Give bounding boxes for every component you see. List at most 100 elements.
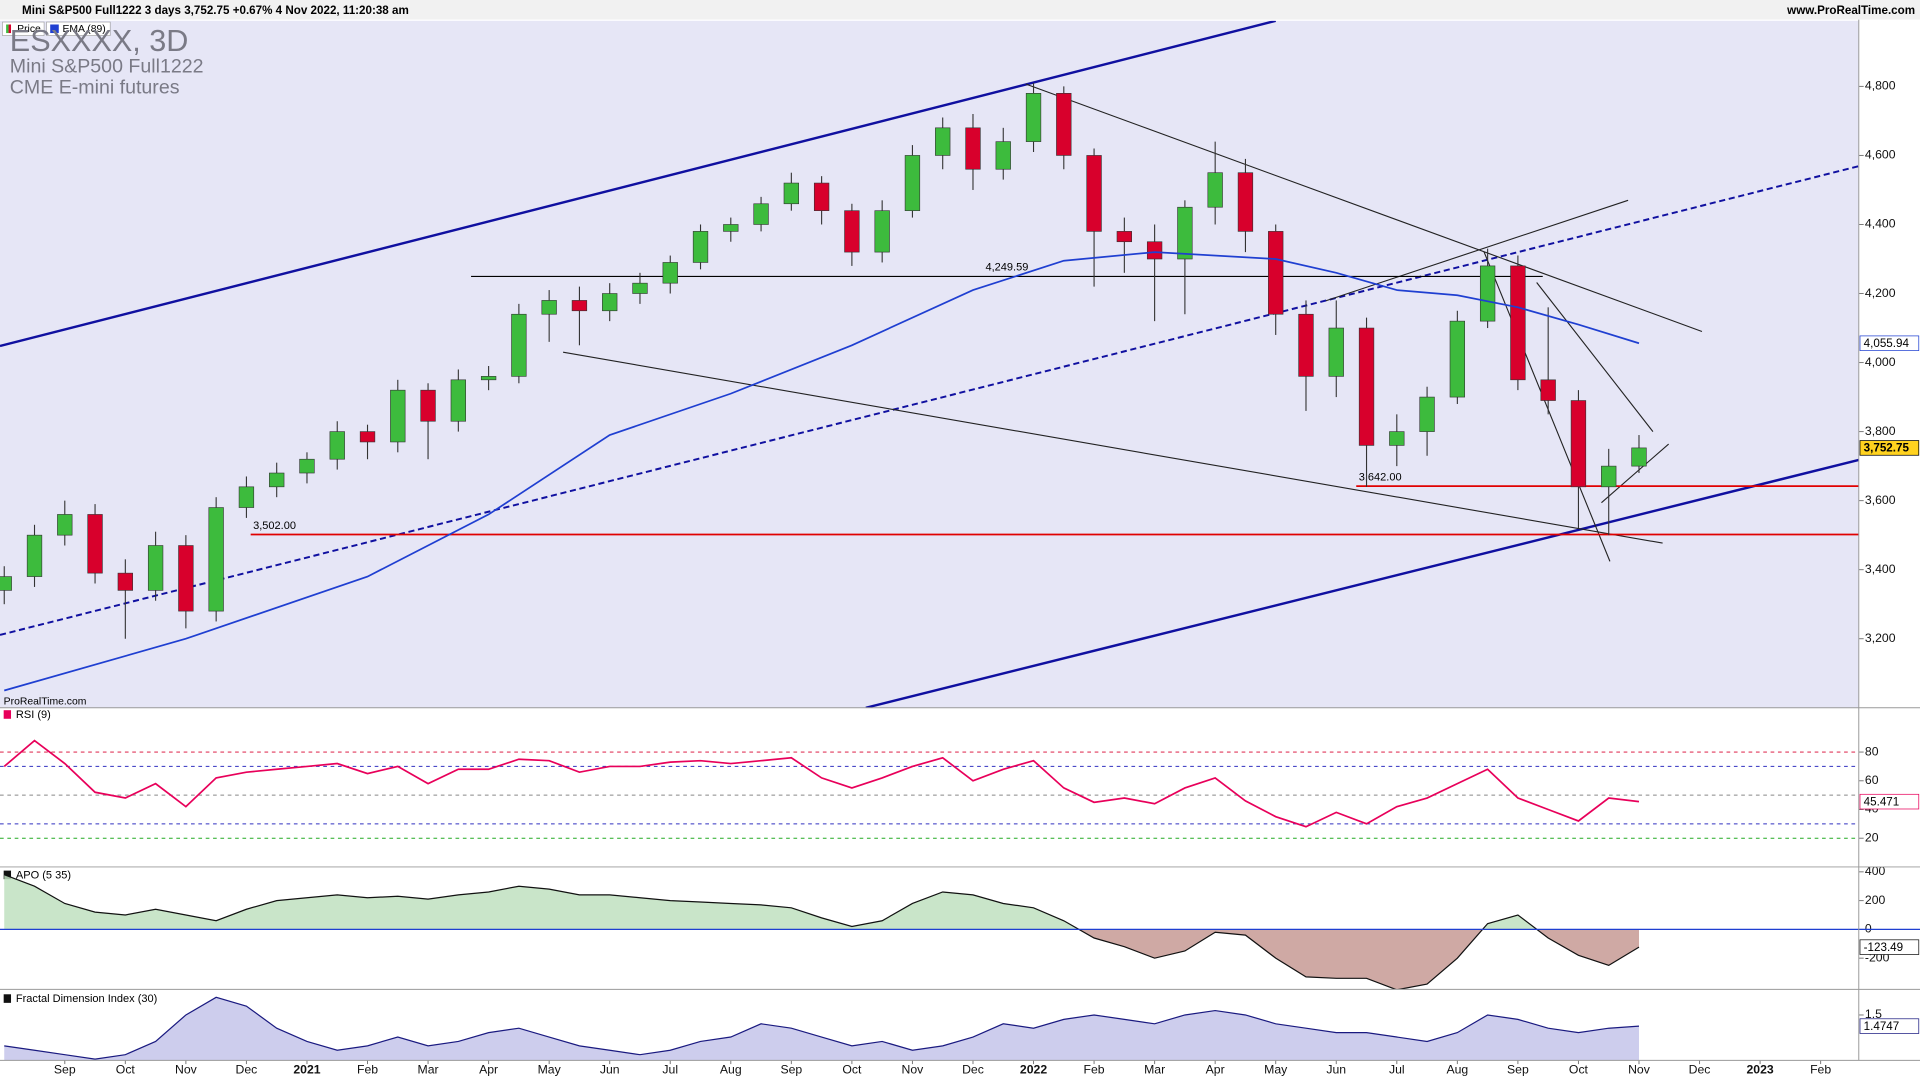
candle-body [450,379,466,422]
plot-area [4,874,1640,990]
x-tick-label: Aug [720,1062,742,1076]
trendline [1536,282,1654,432]
x-tick-label: May [538,1062,562,1076]
x-tick-label: 2023 [1746,1062,1773,1076]
candle-body [935,127,951,156]
candle-body [753,203,769,225]
candle-body [1540,379,1556,401]
candle-body [1177,206,1193,260]
x-tick-label: Dec [1689,1062,1711,1076]
candle-body [511,313,527,377]
y-tick-label: 0 [1865,922,1872,936]
candle-body [571,300,588,312]
candle-body [1631,447,1647,467]
y-tick-label: 4,800 [1865,79,1896,93]
panel-title: Fractal Dimension Index (30) [16,993,157,1005]
candle-body [117,572,133,591]
legend-swatch [6,24,9,34]
candle-body [420,389,436,422]
last-value-label: 4,055.94 [1864,337,1910,350]
candle-body [26,534,43,577]
x-tick-label: Nov [1628,1062,1651,1076]
series-line [4,251,1640,692]
x-tick-label: Jul [662,1062,678,1076]
y-tick-label: 4,600 [1865,148,1896,162]
last-value-box [1859,335,1920,351]
candle-body [904,155,921,211]
legend-swatch [3,710,12,719]
last-value-box [1859,440,1920,456]
candle-body [269,472,285,488]
trendline [865,458,1859,708]
candle-body [723,224,739,232]
top-bar [0,0,1920,20]
candle-body [480,376,497,381]
x-tick-label: Mar [418,1062,439,1076]
last-value-box [1859,793,1920,810]
candle-body [178,545,194,612]
panel: 4,249.59 3,642.00 3,502.00 3,200 3,400 3,600 3… [0,20,1920,708]
y-tick-label: 3,800 [1865,424,1896,438]
instrument-title: Mini S&P500 Full1222 3 days 3,752.75 +0.… [22,4,409,17]
last-value-box [1859,1018,1920,1034]
price-panel-background [0,20,1859,708]
source-note: ProRealTime.com [4,696,87,707]
x-tick-label: Sep [1507,1062,1529,1076]
candle-body [1025,93,1042,142]
x-tick-label: Jun [600,1062,620,1076]
trendline [1025,83,1703,333]
x-tick-label: Sep [780,1062,802,1076]
x-tick-label: Oct [116,1062,136,1076]
legend-swatch [8,24,12,34]
y-tick-label: 3,200 [1865,631,1896,645]
site-link[interactable]: www.ProRealTime.com [1786,4,1915,17]
series-line [4,996,1640,1060]
last-value-box [1859,939,1920,955]
x-tick-label: Jul [1389,1062,1405,1076]
level-label: 4,249.59 [985,262,1028,274]
level-label: 3,502.00 [253,520,296,532]
candle-body [995,141,1011,170]
y-tick-label: 80 [1865,744,1879,758]
legend-box[interactable] [2,21,45,36]
y-tick-label: 3,600 [1865,493,1896,507]
y-tick-label: 400 [1865,864,1886,878]
candle-body [1510,265,1526,381]
x-tick-label: Feb [357,1062,378,1076]
candle-body [1146,241,1163,260]
candle-body [1116,231,1133,243]
x-tick-label: Nov [902,1062,925,1076]
y-tick-label: 4,200 [1865,286,1896,300]
panel-title: APO (5 35) [16,869,71,881]
candle-body [1268,231,1284,315]
panel: 1.5 Sep Oct Nov Dec 2021 Feb Mar Apr May Jun Jul Aug… [4,996,1920,1076]
candle-body [965,127,981,170]
trendline [1601,443,1670,504]
legend-swatch [3,870,12,880]
candle-body [1207,172,1223,208]
plot-area [0,739,1859,839]
candle-body [1056,93,1072,156]
trendline [1483,251,1611,562]
x-tick-label: 2022 [1020,1062,1047,1076]
y-tick-label: 4,000 [1865,355,1896,369]
last-value-label: -123.49 [1864,941,1903,954]
y-tick-label: 200 [1865,893,1886,907]
candle-body [0,576,12,591]
x-tick-label: Apr [479,1062,498,1076]
y-tick-label: 60 [1865,773,1879,787]
x-tick-label: Dec [962,1062,984,1076]
y-tick-label: 20 [1865,830,1879,844]
candle-body [208,507,224,612]
last-value-label: 1.4747 [1864,1020,1900,1033]
candle-body [238,486,255,508]
x-tick-label: Nov [175,1062,198,1076]
candle-body [1086,155,1102,232]
trendline [0,20,1277,348]
x-tick-label: May [1264,1062,1288,1076]
candle-body [87,514,103,574]
legend-box[interactable] [46,21,111,36]
